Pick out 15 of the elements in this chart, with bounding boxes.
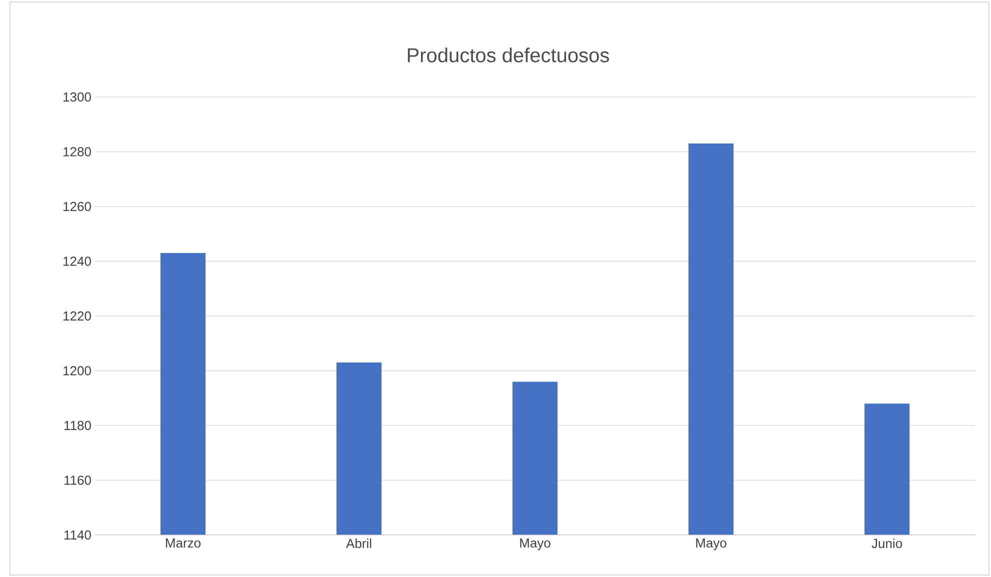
y-tick-label: 1300 <box>64 92 91 102</box>
x-tick-label: Junio <box>872 538 902 548</box>
y-tick-label: 1220 <box>64 311 91 321</box>
y-tick-label: 1160 <box>64 476 91 485</box>
y-tick-label: 1180 <box>64 420 91 430</box>
y-tick-label: 1240 <box>64 256 91 266</box>
chart-title: Productos defectuosos <box>408 48 609 62</box>
y-tick-label: 1260 <box>64 202 91 212</box>
y-tick-label: 1280 <box>64 147 91 156</box>
x-tick-label: Mayo <box>696 538 726 550</box>
y-tick-label: 1200 <box>64 366 91 376</box>
x-tick-label: Mayo <box>520 538 550 550</box>
y-tick-label: 1140 <box>64 530 91 540</box>
x-tick-label: Abril <box>346 538 372 548</box>
x-tick-label: Marzo <box>166 538 201 548</box>
